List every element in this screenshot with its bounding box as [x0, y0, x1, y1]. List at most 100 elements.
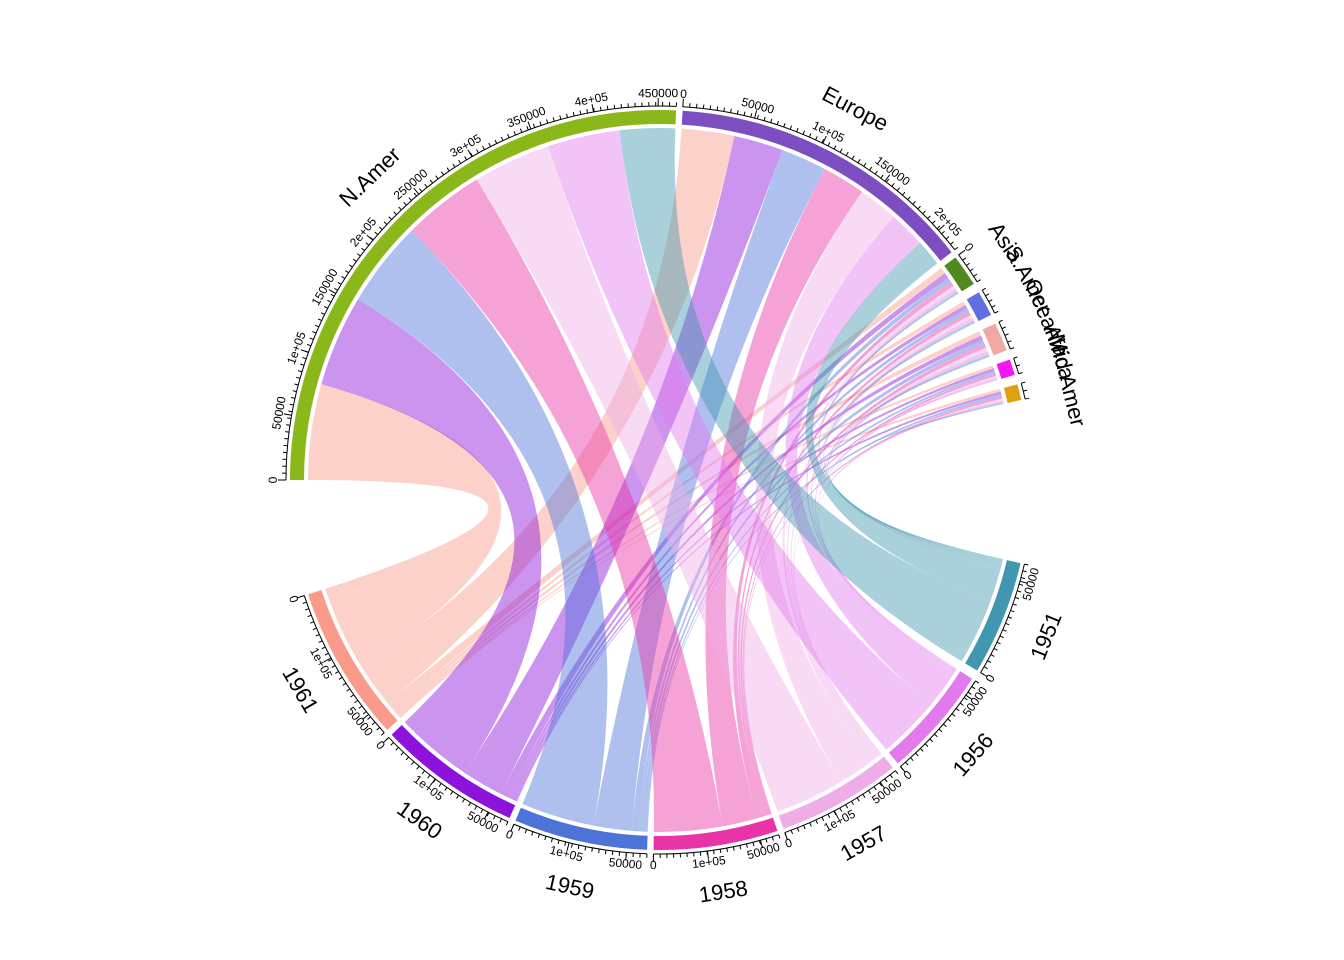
- minor-tick: [845, 804, 849, 809]
- sector-label-mid-amer: Mid.Amer: [1044, 332, 1091, 429]
- minor-tick: [790, 830, 794, 835]
- tick-label: 4e+05: [573, 89, 609, 109]
- minor-tick: [993, 647, 998, 651]
- minor-tick: [388, 216, 392, 220]
- minor-tick: [756, 114, 759, 120]
- minor-tick: [709, 105, 712, 110]
- minor-tick: [991, 305, 996, 308]
- minor-tick: [713, 850, 715, 855]
- sector-label-n-amer: N.Amer: [334, 142, 405, 212]
- minor-tick: [408, 197, 412, 201]
- minor-tick: [371, 721, 376, 726]
- minor-tick: [716, 106, 719, 111]
- tick-label: 1e+05: [821, 807, 858, 835]
- minor-tick: [796, 127, 799, 133]
- minor-tick: [827, 142, 831, 147]
- minor-tick: [927, 215, 931, 220]
- minor-tick: [341, 276, 346, 280]
- minor-tick: [307, 614, 312, 618]
- minor-tick: [488, 142, 492, 147]
- minor-tick: [917, 205, 921, 210]
- minor-tick: [526, 126, 529, 131]
- minor-tick: [289, 403, 294, 406]
- sector-track-africa: [996, 359, 1015, 379]
- tick-label: 0: [650, 858, 657, 872]
- minor-tick: [591, 847, 593, 852]
- minor-tick: [954, 246, 959, 251]
- minor-tick: [726, 847, 729, 853]
- major-tick: [879, 781, 886, 790]
- minor-tick: [1001, 326, 1006, 330]
- minor-tick: [902, 191, 906, 196]
- minor-tick: [839, 807, 843, 812]
- minor-tick: [361, 247, 365, 251]
- minor-tick: [354, 700, 359, 704]
- axis-arc-1960: [388, 737, 509, 823]
- minor-tick: [302, 601, 307, 604]
- chord-links: [308, 128, 1004, 833]
- minor-tick: [435, 175, 439, 180]
- minor-tick: [524, 829, 528, 834]
- minor-tick: [579, 110, 582, 115]
- minor-tick: [1018, 372, 1023, 375]
- sector-track-1951: [965, 560, 1021, 671]
- minor-tick: [312, 331, 317, 334]
- sector-track-europe: [681, 110, 952, 261]
- chord-link-europe-1958: [705, 169, 863, 827]
- minor-tick: [464, 156, 468, 161]
- major-tick: [759, 840, 764, 849]
- minor-tick: [987, 660, 992, 664]
- minor-tick: [398, 206, 402, 211]
- tick-label: 0: [266, 476, 280, 483]
- minor-tick: [356, 253, 361, 257]
- sector-track-1958: [653, 817, 778, 851]
- minor-tick: [306, 343, 312, 347]
- minor-tick: [955, 708, 960, 712]
- minor-tick: [348, 264, 353, 268]
- minor-tick: [539, 121, 542, 126]
- sector-label-1961: 1961: [277, 662, 323, 717]
- tick-label: 50000: [740, 95, 776, 117]
- minor-tick: [390, 742, 394, 746]
- minor-tick: [821, 816, 825, 821]
- major-tick: [1019, 580, 1028, 584]
- minor-tick: [856, 797, 860, 802]
- tick-label: 0: [901, 767, 915, 782]
- minor-tick: [874, 170, 878, 175]
- sector-track-1960: [391, 725, 516, 819]
- minor-tick: [323, 306, 328, 309]
- minor-tick: [863, 162, 867, 167]
- minor-tick: [750, 113, 753, 118]
- chord-link-asia-1956: [806, 288, 958, 680]
- chord-link-europe-1961: [360, 128, 735, 703]
- axis-arc-n-amer: [285, 105, 677, 481]
- minor-tick: [763, 116, 766, 121]
- chord-link-n-amer-1958: [411, 179, 723, 833]
- minor-tick: [910, 757, 914, 761]
- chord-link-n-amer-1957: [476, 146, 842, 812]
- minor-tick: [505, 821, 509, 826]
- axis-arc-1959: [513, 823, 647, 855]
- minor-tick: [919, 748, 924, 752]
- major-tick: [382, 737, 390, 744]
- axis-arc-europe: [682, 106, 956, 251]
- minor-tick: [1002, 629, 1007, 632]
- chord-link-europe-1956: [785, 216, 951, 705]
- minor-tick: [285, 431, 290, 433]
- minor-tick: [1024, 563, 1029, 566]
- major-tick: [965, 694, 973, 701]
- minor-tick: [778, 834, 781, 839]
- minor-tick: [981, 287, 986, 291]
- minor-tick: [334, 670, 339, 674]
- minor-tick: [743, 111, 746, 116]
- minor-tick: [851, 155, 855, 160]
- minor-tick: [833, 145, 837, 150]
- minor-tick: [752, 842, 755, 847]
- minor-tick: [557, 840, 560, 845]
- major-tick: [706, 850, 709, 859]
- sector-track-1956: [888, 671, 973, 764]
- minor-tick: [821, 139, 825, 144]
- minor-tick: [739, 845, 742, 850]
